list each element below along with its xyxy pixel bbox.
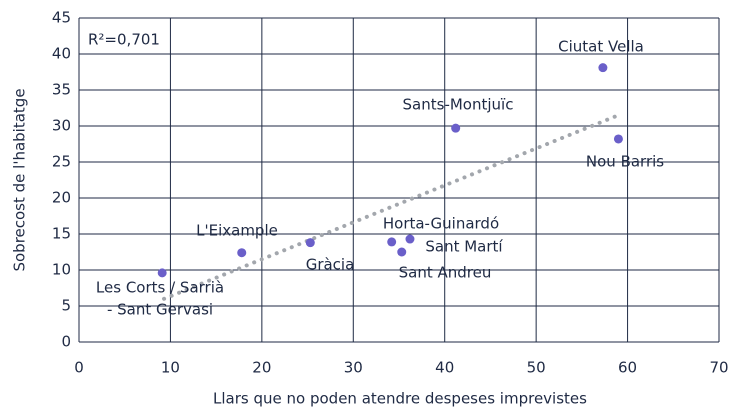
trendline <box>162 113 621 301</box>
point <box>237 248 247 258</box>
point <box>305 238 315 248</box>
point-label: L'Eixample <box>196 222 278 240</box>
x-tick-label: 20 <box>252 359 271 377</box>
y-axis-title: Sobrecost de l'habitatge <box>11 88 29 271</box>
point-label: Horta-Guinardó <box>383 215 499 233</box>
point-label: - Sant Gervasi <box>107 301 213 319</box>
x-tick-label: 0 <box>74 359 84 377</box>
x-tick-label: 60 <box>618 359 637 377</box>
point <box>387 237 397 247</box>
point <box>397 247 407 257</box>
point <box>598 63 608 73</box>
y-tick-label: 30 <box>52 117 71 135</box>
x-tick-label: 10 <box>161 359 180 377</box>
x-tick-label: 30 <box>344 359 363 377</box>
point <box>157 268 167 278</box>
point-label: Les Corts / Sarrià <box>96 279 224 297</box>
y-tick-label: 15 <box>52 225 71 243</box>
x-tick-label: 50 <box>527 359 546 377</box>
y-tick-label: 35 <box>52 81 71 99</box>
y-tick-label: 45 <box>52 9 71 27</box>
x-tick-label: 70 <box>709 359 728 377</box>
point-label: Gràcia <box>306 256 355 274</box>
y-tick-label: 40 <box>52 45 71 63</box>
y-tick-label: 10 <box>52 261 71 279</box>
point-label: Sants-Montjuïc <box>403 96 514 114</box>
point-label: Nou Barris <box>586 153 664 171</box>
y-tick-label: 5 <box>61 297 71 315</box>
point <box>451 123 461 133</box>
y-tick-label: 25 <box>52 153 71 171</box>
r-squared: R²=0,701 <box>88 31 160 49</box>
y-tick-label: 0 <box>61 333 71 351</box>
y-tick-label: 20 <box>52 189 71 207</box>
point-label: Sant Andreu <box>399 264 492 282</box>
point-label: Ciutat Vella <box>558 38 644 56</box>
point <box>613 134 623 144</box>
point-label: Sant Martí <box>425 238 503 256</box>
x-tick-label: 40 <box>435 359 454 377</box>
point <box>405 234 415 244</box>
x-axis-title: Llars que no poden atendre despeses impr… <box>213 390 587 408</box>
